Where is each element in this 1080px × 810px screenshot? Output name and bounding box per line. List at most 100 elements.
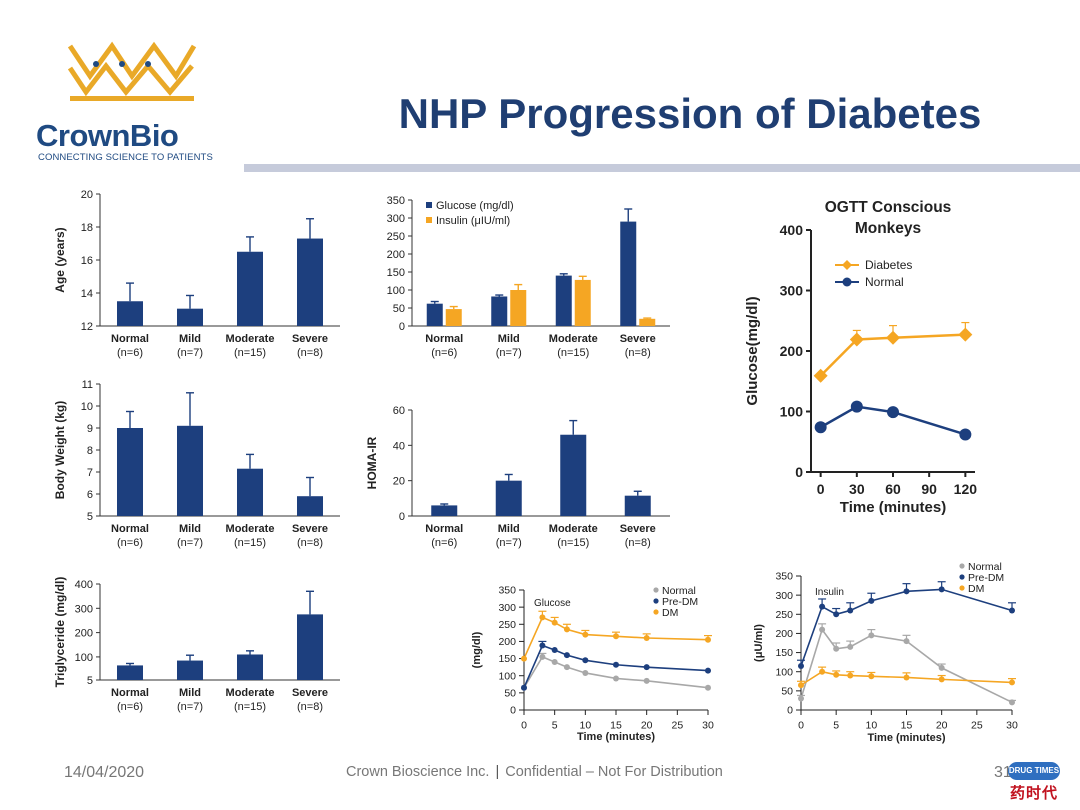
x-tick-label: 5 [833,720,839,732]
legend-marker [842,260,852,270]
data-point [813,368,828,383]
category-n-label: (n=6) [117,537,143,549]
y-tick-label: 0 [399,321,405,333]
data-point [563,652,570,659]
category-n-label: (n=7) [177,537,203,549]
y-tick-label: 300 [75,603,93,615]
y-tick-label: 14 [81,288,93,300]
chart-annotation: Glucose [534,598,571,609]
y-tick-label: 40 [393,440,405,452]
data-point [819,668,826,675]
data-point [868,673,875,680]
bar [445,309,462,326]
y-tick-label: 200 [775,628,793,640]
footer-info: Crown Bioscience Inc. | Confidential – Not… [346,764,723,780]
y-tick-label: 150 [498,653,516,665]
legend-swatch [426,202,432,208]
y-tick-label: 100 [75,652,93,664]
y-tick-label: 200 [498,636,516,648]
bar [495,480,522,516]
data-point [705,636,711,643]
category-label: Moderate [226,333,275,345]
data-point [551,647,558,653]
legend-label: Normal [662,585,696,597]
glucose-insulin-bar-chart: 0 50 100 150 200 250 300 350 Normal (n=6) Mild (n=7… [387,195,670,359]
data-point [938,676,945,683]
data-point [643,664,650,671]
data-point [705,684,711,691]
data-point [887,406,899,419]
y-tick-label: 11 [82,379,93,391]
chart-title: Monkeys [855,220,921,237]
y-tick-label: 7 [87,467,93,479]
data-point [850,400,863,413]
legend-label: Glucose (mg/dl) [436,200,514,212]
x-tick-label: 0 [521,720,527,732]
data-point [868,597,875,604]
data-point [798,695,804,702]
x-tick-label: 0 [798,720,804,732]
footer-separator: | [495,764,500,780]
series-line [800,588,1013,667]
y-tick-label: 5 [87,511,93,523]
bar [510,290,527,326]
y-tick-label: 6 [87,489,93,501]
data-point [521,684,527,691]
data-point [643,635,650,641]
x-tick-label: 25 [671,720,683,732]
category-n-label: (n=15) [234,537,266,549]
y-axis-label: (mg/dl) [471,631,483,668]
bar [624,495,651,516]
data-point [833,645,840,652]
data-point [849,332,864,347]
y-tick-label: 300 [387,213,405,225]
data-point [582,669,589,676]
y-tick-label: 250 [498,619,516,631]
data-point [613,661,619,668]
page-number: 31 [994,764,1012,781]
x-tick-label: 90 [921,481,937,497]
category-n-label: (n=8) [297,537,323,549]
y-tick-label: 100 [775,666,793,678]
legend-marker [842,277,852,287]
y-tick-label: 400 [75,579,93,591]
category-label: Normal [111,523,149,535]
y-tick-label: 0 [510,705,516,717]
bar [555,275,572,326]
y-tick-label: 8 [87,445,93,457]
legend-label: DM [662,607,678,619]
category-n-label: (n=7) [177,701,203,713]
y-tick-label: 200 [75,628,93,640]
data-point [847,643,854,650]
category-n-label: (n=7) [177,347,203,359]
category-n-label: (n=15) [234,347,266,359]
y-tick-label: 10 [81,401,93,413]
bar [574,279,591,326]
bar [117,301,143,326]
watermark-cn: 药时代 [1010,785,1059,802]
category-label: Severe [620,333,656,345]
category-label: Normal [111,687,149,699]
y-tick-label: 300 [775,590,793,602]
legend-marker [959,585,965,591]
category-n-label: (n=15) [557,347,589,359]
legend-marker [653,609,659,615]
data-point [539,653,546,660]
ogtt-conscious-line-chart: 0 100 200 300 400 0 30 60 90 120 Time (minutes) Glu… [744,199,977,516]
bar [237,468,263,516]
homa-ir-bar-chart: 0 20 40 60 HOMA-IR Normal (n=6) Mild (n=7) Modera… [365,405,670,549]
y-tick-label: 100 [498,670,516,682]
data-point [1009,699,1015,706]
data-point [868,632,875,639]
y-tick-label: 200 [780,343,804,359]
legend-marker [653,598,659,604]
y-tick-label: 16 [81,255,93,267]
data-point [833,611,840,618]
chart-title: OGTT Conscious [825,199,952,216]
y-tick-label: 100 [780,403,804,419]
category-label: Mild [179,687,201,699]
data-point [705,667,711,674]
data-point [903,588,910,595]
series-line [523,655,709,689]
category-label: Severe [292,333,328,345]
